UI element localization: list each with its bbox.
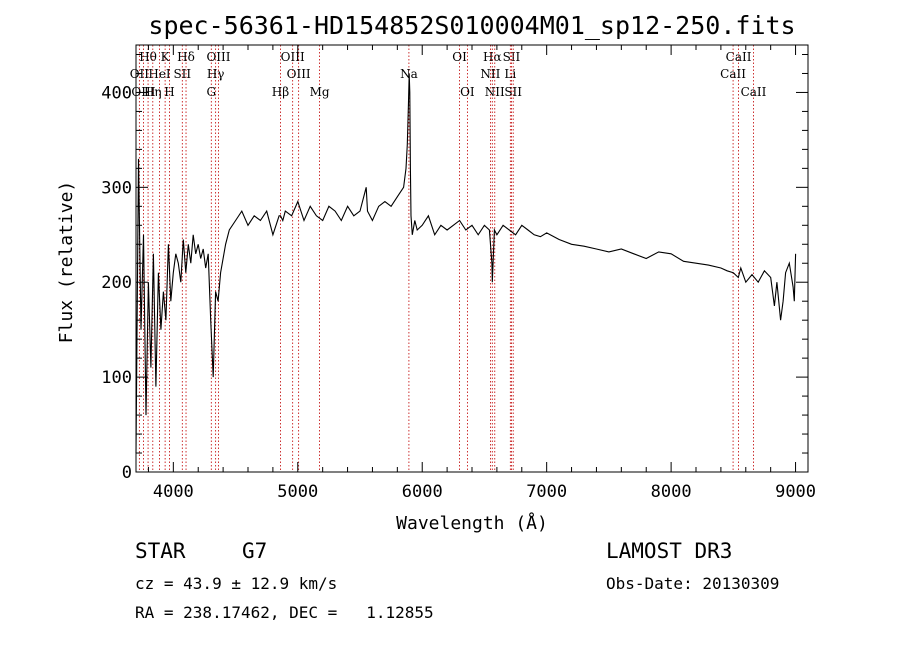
emission-line-label: Hη: [144, 85, 162, 99]
survey-name: LAMOST DR3: [606, 539, 733, 563]
emission-line-label: NII: [480, 67, 500, 81]
y-tick-label: 200: [101, 273, 132, 293]
emission-line-label: Hγ: [207, 67, 225, 81]
redshift-cz: cz = 43.9 ± 12.9 km/s: [135, 574, 338, 593]
x-tick-label: 9000: [775, 482, 816, 502]
emission-line-label: CaII: [720, 67, 746, 81]
object-type: STAR: [135, 539, 186, 563]
y-tick-label: 100: [101, 368, 132, 388]
y-tick-label: 300: [101, 178, 132, 198]
emission-line-label: OI: [460, 85, 475, 99]
emission-line-label: NII: [485, 85, 505, 99]
x-tick-label: 7000: [526, 482, 567, 502]
chart-title: spec-56361-HD154852S010004M01_sp12-250.f…: [148, 11, 795, 40]
emission-line-label: OII: [130, 67, 150, 81]
emission-line-label: H: [164, 85, 174, 99]
emission-line-label: SII: [173, 67, 191, 81]
x-tick-label: 4000: [153, 482, 194, 502]
coordinates: RA = 238.17462, DEC = 1.12855: [135, 603, 434, 622]
emission-line-label: Li: [504, 67, 516, 81]
x-tick-label: 6000: [402, 482, 443, 502]
y-tick-label: 0: [122, 463, 132, 483]
x-tick-label: 5000: [277, 482, 318, 502]
emission-line-label: Hα: [483, 50, 502, 64]
emission-line-label: OIII: [206, 50, 230, 64]
x-axis-label: Wavelength (Å): [396, 512, 548, 534]
y-axis-label: Flux (relative): [56, 181, 77, 344]
axis-ticks: 4000 5000 6000 7000 8000 9000 0 100 200 300 400: [101, 45, 816, 502]
object-subclass: G7: [242, 539, 268, 563]
emission-line-label: CaII: [726, 50, 752, 64]
emission-line-label: Hδ: [177, 50, 195, 64]
emission-line-label: Mg: [310, 85, 330, 99]
emission-line-label: SII: [504, 85, 522, 99]
plot-frame: [135, 44, 809, 473]
emission-line-label: CaII: [741, 85, 767, 99]
emission-line-label: OIII: [287, 67, 311, 81]
spectrum-series-line: [135, 73, 797, 454]
emission-line-label: HeI: [148, 67, 171, 81]
emission-line-label: OI: [452, 50, 467, 64]
emission-line-label: Hβ: [272, 85, 289, 99]
y-tick-label: 400: [101, 83, 132, 103]
emission-line-label: K: [161, 50, 171, 64]
emission-line-label: G: [206, 85, 216, 99]
emission-line-label: Hθ: [139, 50, 157, 64]
x-tick-label: 8000: [651, 482, 692, 502]
observation-date: Obs-Date: 20130309: [606, 574, 780, 593]
emission-line-label: OIII: [281, 50, 305, 64]
emission-line-label: SII: [503, 50, 521, 64]
